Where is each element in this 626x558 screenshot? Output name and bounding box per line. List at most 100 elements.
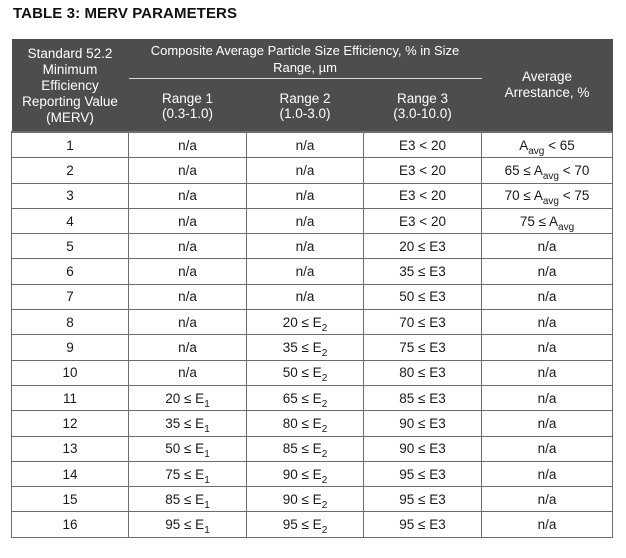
table-row: 12 35 ≤ E1 80 ≤ E2 90 ≤ E3 n/a (11, 410, 614, 437)
standard-line: Efficiency (41, 78, 99, 93)
table-row: 4 n/a n/a E3 < 20 75 ≤ Aavg (11, 207, 614, 235)
table-row: 5 n/a n/a 20 ≤ E3 n/a (11, 233, 614, 260)
arrestance-cell: n/a (481, 233, 614, 260)
standard-line: (MERV) (46, 110, 94, 125)
range-2-name: Range 2 (279, 91, 331, 106)
standard-line: Standard 52.2 (27, 46, 113, 61)
range-3-cell: E3 < 20 (362, 207, 483, 235)
merv-value-cell: 1 (11, 131, 129, 159)
range-1-cell: n/a (128, 233, 247, 260)
merv-value-cell: 11 (11, 384, 129, 412)
standard-line: Reporting Value (22, 94, 118, 109)
range-1-cell: n/a (128, 182, 247, 209)
table-row: 3 n/a n/a E3 < 20 70 ≤ Aavg < 75 (11, 182, 614, 209)
range-1-cell: 75 ≤ E1 (128, 460, 247, 488)
merv-value-cell: 5 (11, 233, 129, 260)
merv-value-cell: 8 (11, 309, 129, 336)
range-2-span: (1.0-3.0) (279, 106, 331, 121)
table-title: TABLE 3: MERV PARAMETERS (13, 5, 238, 22)
range-2-cell: n/a (246, 258, 364, 285)
merv-value-cell: 2 (11, 157, 129, 184)
range-2-cell: 95 ≤ E2 (246, 511, 364, 538)
range-1-name: Range 1 (161, 91, 214, 106)
arrestance-cell: Aavg < 65 (481, 131, 614, 159)
range-2-cell: 90 ≤ E2 (246, 486, 364, 513)
table-row: 9 n/a 35 ≤ E2 75 ≤ E3 n/a (11, 334, 614, 361)
range-3-cell: 20 ≤ E3 (362, 233, 483, 260)
range-3-cell: 85 ≤ E3 (362, 384, 483, 412)
range-1-cell: n/a (128, 131, 247, 159)
arrestance-cell: n/a (481, 283, 614, 311)
range-3-cell: 50 ≤ E3 (362, 283, 483, 311)
range-1-span: (0.3-1.0) (161, 106, 214, 121)
arrestance-cell: n/a (481, 384, 614, 412)
range-3-cell: 95 ≤ E3 (362, 511, 483, 538)
range-2-cell: 65 ≤ E2 (246, 384, 364, 412)
table-row: 2 n/a n/a E3 < 20 65 ≤ Aavg < 70 (11, 157, 614, 184)
range-2-cell: 35 ≤ E2 (246, 334, 364, 361)
range-2-cell: n/a (246, 233, 364, 260)
range-2-cell: n/a (246, 131, 364, 159)
range-3-cell: E3 < 20 (362, 182, 483, 209)
range-3-cell: 80 ≤ E3 (362, 359, 483, 386)
average-arrestance-header: Average Arrestance, % (481, 39, 613, 132)
merv-value-cell: 9 (11, 334, 129, 361)
merv-value-cell: 10 (11, 359, 129, 386)
arrestance-cell: n/a (481, 435, 614, 462)
range-2-cell: 80 ≤ E2 (246, 410, 364, 437)
range-1-cell: n/a (128, 157, 247, 184)
merv-value-cell: 13 (11, 435, 129, 462)
arrestance-cell: 70 ≤ Aavg < 75 (481, 182, 614, 209)
arrestance-cell: n/a (481, 486, 614, 513)
arrestance-cell: n/a (481, 309, 614, 336)
range-1-header: Range 1 (0.3-1.0) (128, 81, 247, 132)
merv-value-cell: 15 (11, 486, 129, 513)
range-3-header: Range 3 (3.0-10.0) (363, 81, 482, 132)
range-1-cell: n/a (128, 207, 247, 235)
range-3-cell: 70 ≤ E3 (362, 309, 483, 336)
range-3-cell: 90 ≤ E3 (362, 435, 483, 462)
arrestance-cell: n/a (481, 410, 614, 437)
range-3-span: (3.0-10.0) (393, 106, 452, 121)
table-row: 6 n/a n/a 35 ≤ E3 n/a (11, 258, 614, 285)
range-2-cell: 50 ≤ E2 (246, 359, 364, 386)
range-1-cell: 35 ≤ E1 (128, 410, 247, 437)
merv-value-cell: 16 (11, 511, 129, 538)
range-2-cell: n/a (246, 182, 364, 209)
range-2-cell: n/a (246, 283, 364, 311)
range-1-cell: n/a (128, 309, 247, 336)
range-3-cell: E3 < 20 (362, 131, 483, 159)
arrestance-cell: n/a (481, 511, 614, 538)
range-1-cell: 50 ≤ E1 (128, 435, 247, 462)
table-body: 1 n/a n/a E3 < 20 Aavg < 65 2 n/a n/a E3 < 20 65 … (11, 131, 614, 538)
range-1-cell: 85 ≤ E1 (128, 486, 247, 513)
merv-value-cell: 6 (11, 258, 129, 285)
table-row: 11 20 ≤ E1 65 ≤ E2 85 ≤ E3 n/a (11, 384, 614, 412)
range-2-cell: 85 ≤ E2 (246, 435, 364, 462)
range-1-cell: 20 ≤ E1 (128, 384, 247, 412)
standard-merv-header: Standard 52.2 Minimum Efficiency Reporti… (11, 39, 129, 132)
table-row: 1 n/a n/a E3 < 20 Aavg < 65 (11, 131, 614, 159)
table-header: Standard 52.2 Minimum Efficiency Reporti… (11, 39, 613, 132)
arrestance-line: Average (521, 69, 573, 84)
merv-value-cell: 4 (11, 207, 129, 235)
table-row: 15 85 ≤ E1 90 ≤ E2 95 ≤ E3 n/a (11, 486, 614, 513)
range-1-cell: n/a (128, 334, 247, 361)
table-row: 10 n/a 50 ≤ E2 80 ≤ E3 n/a (11, 359, 614, 386)
range-3-cell: 90 ≤ E3 (362, 410, 483, 437)
merv-value-cell: 3 (11, 182, 129, 209)
range-2-header: Range 2 (1.0-3.0) (246, 81, 364, 132)
arrestance-cell: n/a (481, 258, 614, 285)
arrestance-cell: 75 ≤ Aavg (481, 207, 614, 235)
table-row: 14 75 ≤ E1 90 ≤ E2 95 ≤ E3 n/a (11, 460, 614, 488)
range-3-cell: E3 < 20 (362, 157, 483, 184)
composite-efficiency-label: Composite Average Particle Size Efficien… (128, 42, 482, 79)
merv-value-cell: 12 (11, 410, 129, 437)
range-3-cell: 95 ≤ E3 (362, 486, 483, 513)
range-3-cell: 95 ≤ E3 (362, 460, 483, 488)
arrestance-cell: n/a (481, 359, 614, 386)
table-row: 7 n/a n/a 50 ≤ E3 n/a (11, 283, 614, 311)
range-1-cell: n/a (128, 283, 247, 311)
range-1-cell: n/a (128, 359, 247, 386)
